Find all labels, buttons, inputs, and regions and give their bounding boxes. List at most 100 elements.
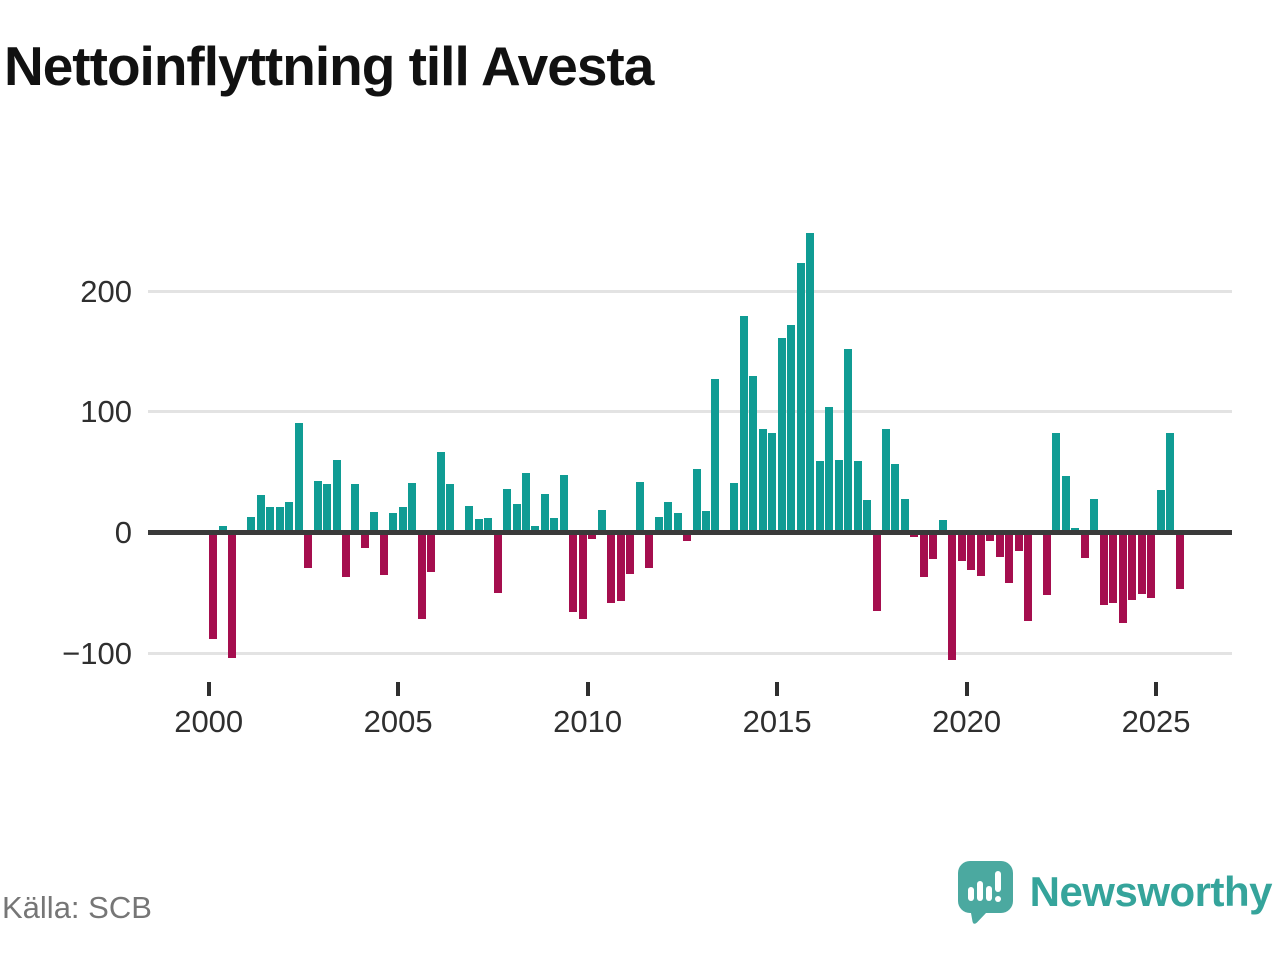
- chart-bar: [919, 532, 928, 578]
- chart-bar: [995, 532, 1004, 557]
- x-axis-label: 2015: [742, 704, 812, 739]
- chart-bar: [967, 532, 976, 570]
- chart-bar: [256, 495, 265, 533]
- chart-bar: [569, 532, 578, 613]
- chart-bar: [1014, 532, 1023, 551]
- newsworthy-bars-icon: [957, 861, 1013, 924]
- y-axis-label: 200: [80, 273, 132, 309]
- gridline--100: [148, 651, 1232, 655]
- chart-bar: [957, 532, 966, 562]
- chart-bar: [531, 526, 540, 533]
- chart-bar: [578, 532, 587, 620]
- chart-bar: [692, 468, 701, 533]
- chart-bar: [673, 513, 682, 533]
- chart-bar: [1118, 532, 1127, 624]
- chart-bar: [417, 532, 426, 620]
- chart-bar: [806, 233, 815, 533]
- chart-bar: [559, 474, 568, 533]
- chart-bar: [664, 502, 673, 533]
- chart-bar: [768, 433, 777, 533]
- chart-bar: [929, 532, 938, 560]
- chart-bar: [1137, 532, 1146, 595]
- chart-bar: [683, 532, 692, 541]
- chart-bar: [749, 375, 758, 533]
- chart-bar: [730, 482, 739, 533]
- zero-axis-line: [148, 530, 1232, 535]
- chart-bar: [294, 422, 303, 533]
- chart-bar: [1080, 532, 1089, 558]
- chart-bar: [976, 532, 985, 576]
- source-caption: Källa: SCB: [2, 890, 152, 925]
- chart-bar: [436, 451, 445, 533]
- chart-bar: [1043, 532, 1052, 596]
- chart-bar: [834, 460, 843, 533]
- chart-bar: [360, 532, 369, 549]
- gridline-200: [148, 289, 1232, 293]
- chart-bar: [1156, 490, 1165, 533]
- chart-bar: [588, 532, 597, 539]
- chart-bar: [1109, 532, 1118, 603]
- chart-bar: [522, 473, 530, 533]
- chart-bar: [398, 507, 407, 533]
- x-axis-label: 2020: [932, 704, 1002, 739]
- chart-bar: [948, 532, 957, 661]
- chart-bar: [1128, 532, 1137, 601]
- y-axis-label: 100: [80, 394, 132, 430]
- chart-bar: [758, 428, 767, 533]
- chart-bar: [863, 499, 872, 533]
- chart-bar: [891, 463, 900, 533]
- x-axis-label: 2025: [1121, 704, 1191, 739]
- chart-bar: [1147, 532, 1156, 598]
- gridline-100: [148, 410, 1232, 414]
- chart-bar: [332, 460, 341, 533]
- chart-bar: [872, 532, 881, 611]
- chart-bar: [465, 505, 474, 533]
- chart-title: Nettoinflyttning till Avesta: [4, 35, 654, 97]
- chart-bar: [701, 510, 710, 533]
- x-axis-tick: [585, 682, 590, 696]
- chart-bar: [408, 482, 417, 533]
- chart-bar: [484, 518, 493, 533]
- chart-bar: [900, 498, 909, 533]
- chart-bar: [275, 507, 284, 533]
- chart-bar: [550, 518, 559, 533]
- chart-bar: [853, 461, 862, 533]
- y-axis-label: −100: [62, 635, 132, 671]
- chart-bar: [635, 481, 644, 533]
- chart-bar: [645, 532, 654, 568]
- x-axis-tick: [775, 682, 780, 696]
- newsworthy-logo[interactable]: Newsworthy: [956, 860, 1273, 924]
- x-axis-tick: [964, 682, 969, 696]
- chart-bar: [1099, 532, 1108, 605]
- chart-bar: [616, 532, 625, 602]
- chart-bar: [1005, 532, 1014, 584]
- chart-bar: [1166, 433, 1175, 533]
- chart-bar: [503, 489, 512, 533]
- chart-bar: [427, 532, 436, 573]
- chart-bar: [285, 502, 294, 533]
- chart-bar: [446, 484, 455, 533]
- chart-bar: [787, 324, 796, 533]
- chart-bar: [881, 428, 890, 533]
- y-axis-label: 0: [114, 515, 132, 550]
- chart-bar: [1061, 475, 1070, 533]
- newsworthy-wordmark: Newsworthy: [1029, 868, 1273, 915]
- chart-bar: [1024, 532, 1033, 621]
- chart-bar: [323, 484, 332, 533]
- chart-bar: [304, 532, 313, 568]
- chart-bar: [351, 484, 360, 533]
- chart-bar: [739, 316, 748, 533]
- x-axis-tick: [206, 682, 211, 696]
- chart-bar: [597, 509, 606, 533]
- chart-bar: [493, 532, 502, 593]
- chart-bar: [986, 532, 995, 541]
- chart-bar: [228, 532, 237, 659]
- chart-bar: [844, 348, 853, 533]
- chart-bar: [512, 503, 521, 533]
- chart-bar: [777, 338, 786, 533]
- x-axis-label: 2005: [363, 704, 433, 739]
- chart-bar: [247, 516, 256, 533]
- chart-bar: [266, 507, 275, 533]
